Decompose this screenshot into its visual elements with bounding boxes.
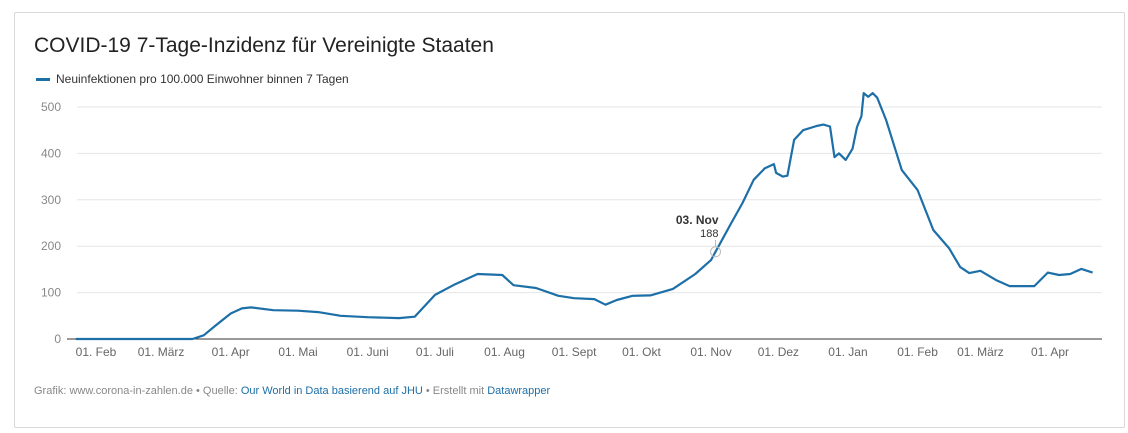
legend: Neuinfektionen pro 100.000 Einwohner bin… xyxy=(36,72,349,86)
x-tick-label: 01. Feb xyxy=(897,345,938,359)
chart-title: COVID-19 7-Tage-Inzidenz für Vereinigte … xyxy=(34,34,494,57)
y-tick-label: 200 xyxy=(41,239,61,253)
series-line xyxy=(75,92,1093,341)
y-tick-label: 400 xyxy=(41,146,61,160)
footer-middle: • Erstellt mit xyxy=(422,385,488,397)
x-tick-label: 01. März xyxy=(138,345,185,359)
x-tick-label: 01. Sept xyxy=(552,345,597,359)
y-tick-label: 500 xyxy=(41,100,61,114)
chart-card xyxy=(14,12,1125,428)
x-tick-label: 01. Nov xyxy=(690,345,731,359)
source-link[interactable]: Our World in Data basierend auf JHU xyxy=(240,385,423,397)
x-tick-label: 01. Aug xyxy=(484,345,525,359)
footer-credit: Grafik: www.corona-in-zahlen.de • Quelle… xyxy=(34,385,241,397)
x-tick-label: 01. Apr xyxy=(212,345,250,359)
y-tick-label: 300 xyxy=(41,193,61,207)
x-tick-label: 01. März xyxy=(957,345,1004,359)
x-tick-label: 01. Mai xyxy=(278,345,317,359)
y-tick-label: 0 xyxy=(54,332,61,346)
x-tick-label: 01. Dez xyxy=(758,345,799,359)
y-tick-label: 100 xyxy=(41,286,61,300)
annotation-date: 03. Nov xyxy=(676,213,719,227)
x-tick-label: 01. Apr xyxy=(1031,345,1069,359)
x-tick-label: 01. Feb xyxy=(76,345,117,359)
x-tick-label: 01. Juli xyxy=(416,345,454,359)
legend-swatch xyxy=(36,77,50,81)
legend-label: Neuinfektionen pro 100.000 Einwohner bin… xyxy=(56,72,349,86)
footer: Grafik: www.corona-in-zahlen.de • Quelle… xyxy=(34,385,550,397)
datawrapper-link[interactable]: Datawrapper xyxy=(487,385,551,397)
x-tick-label: 01. Jan xyxy=(828,345,867,359)
annotation-value: 188 xyxy=(700,228,718,240)
x-tick-label: 01. Okt xyxy=(622,345,661,359)
x-tick-label: 01. Juni xyxy=(347,345,389,359)
